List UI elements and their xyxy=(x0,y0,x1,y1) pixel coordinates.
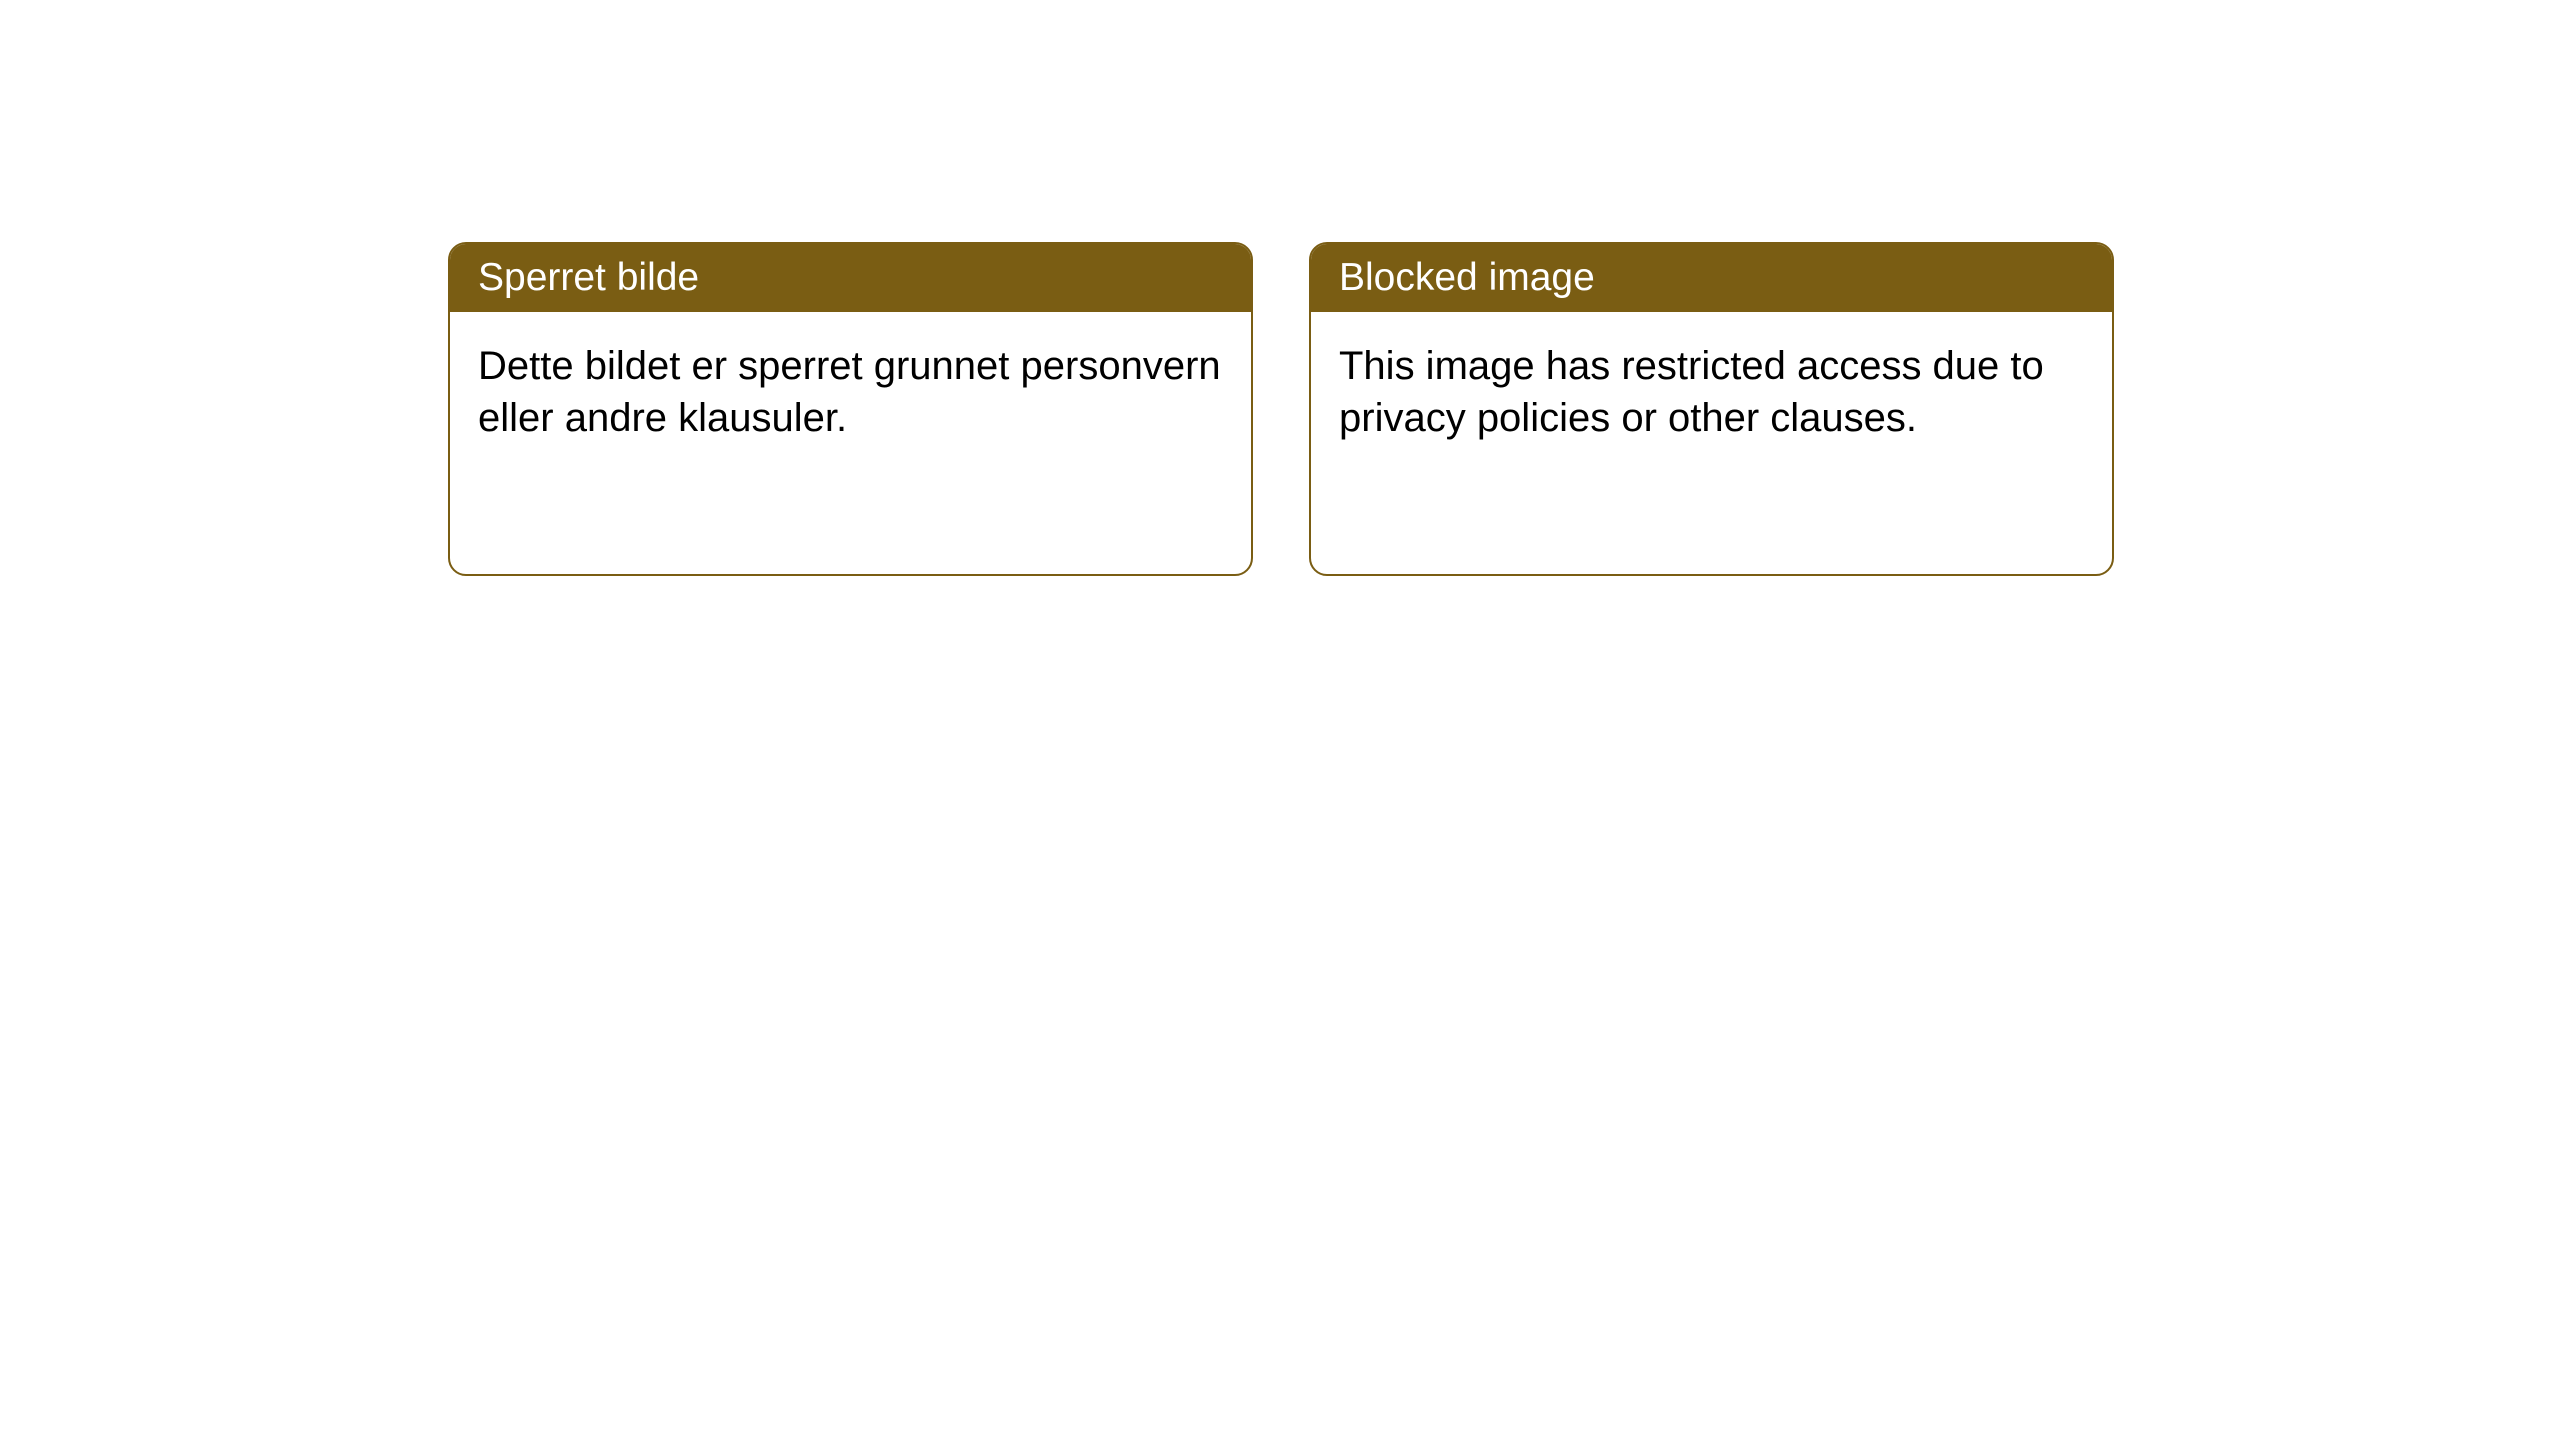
card-body-text: Dette bildet er sperret grunnet personve… xyxy=(478,344,1221,440)
card-header: Blocked image xyxy=(1311,244,2112,312)
notice-card-english: Blocked image This image has restricted … xyxy=(1309,242,2114,576)
card-body-text: This image has restricted access due to … xyxy=(1339,344,2044,440)
notice-container: Sperret bilde Dette bildet er sperret gr… xyxy=(0,0,2560,576)
notice-card-norwegian: Sperret bilde Dette bildet er sperret gr… xyxy=(448,242,1253,576)
card-title: Sperret bilde xyxy=(478,256,699,299)
card-body: This image has restricted access due to … xyxy=(1311,312,2112,472)
card-header: Sperret bilde xyxy=(450,244,1251,312)
card-body: Dette bildet er sperret grunnet personve… xyxy=(450,312,1251,472)
card-title: Blocked image xyxy=(1339,256,1595,299)
